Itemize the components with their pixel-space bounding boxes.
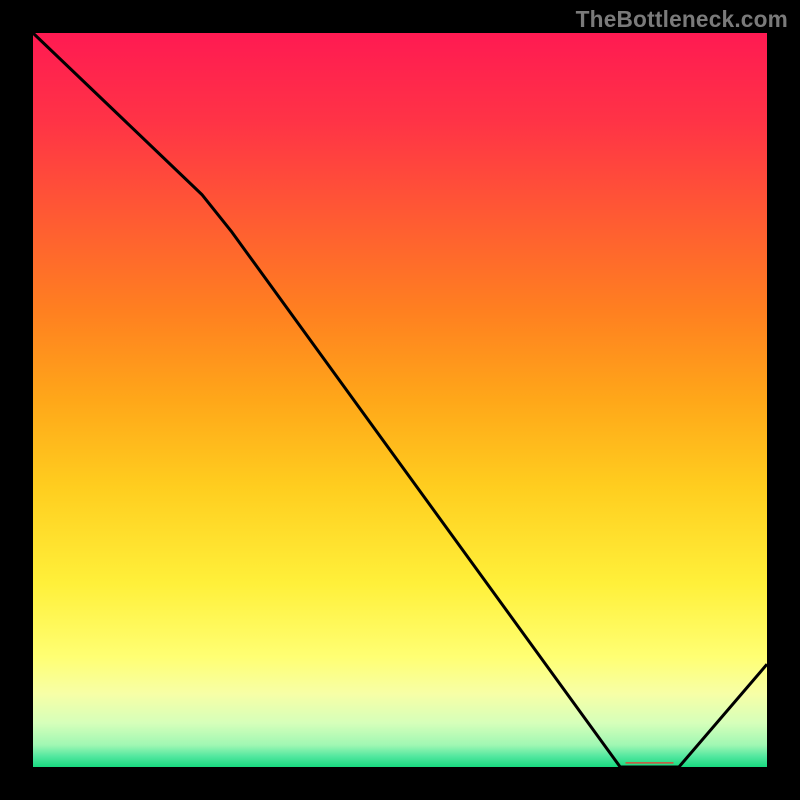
chart-frame: TheBottleneck.com ———— [0,0,800,800]
plot-area: ———— [33,33,767,767]
attribution-text: TheBottleneck.com [576,6,788,33]
optimum-marker-label: ———— [626,755,674,769]
heat-gradient [33,33,767,767]
